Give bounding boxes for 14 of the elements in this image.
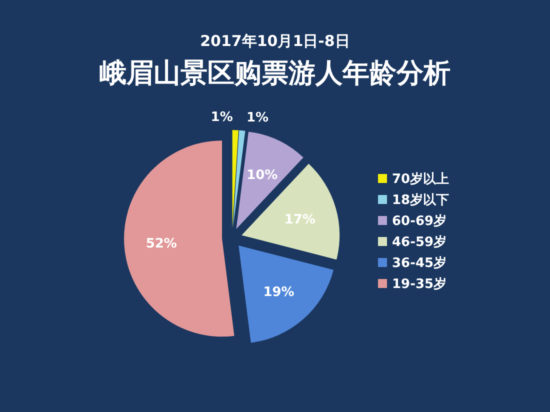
data-label: 10% (246, 168, 278, 183)
legend-label: 19-35岁 (392, 277, 447, 292)
legend-label: 70岁以上 (392, 172, 450, 187)
chart-subtitle: 2017年10月1日-8日 (200, 32, 350, 50)
data-label: 1% (210, 110, 233, 126)
legend-label: 36-45岁 (392, 256, 447, 271)
legend-label: 18岁以下 (392, 193, 450, 208)
data-label: 1% (246, 110, 269, 126)
data-label: 17% (284, 212, 316, 228)
chart-title: 峨眉山景区购票游人年龄分析 (100, 58, 450, 89)
legend-label: 60-69岁 (392, 214, 447, 229)
legend-label: 46-59岁 (392, 235, 447, 250)
data-label: 19% (263, 285, 294, 300)
data-label: 52% (146, 236, 177, 252)
